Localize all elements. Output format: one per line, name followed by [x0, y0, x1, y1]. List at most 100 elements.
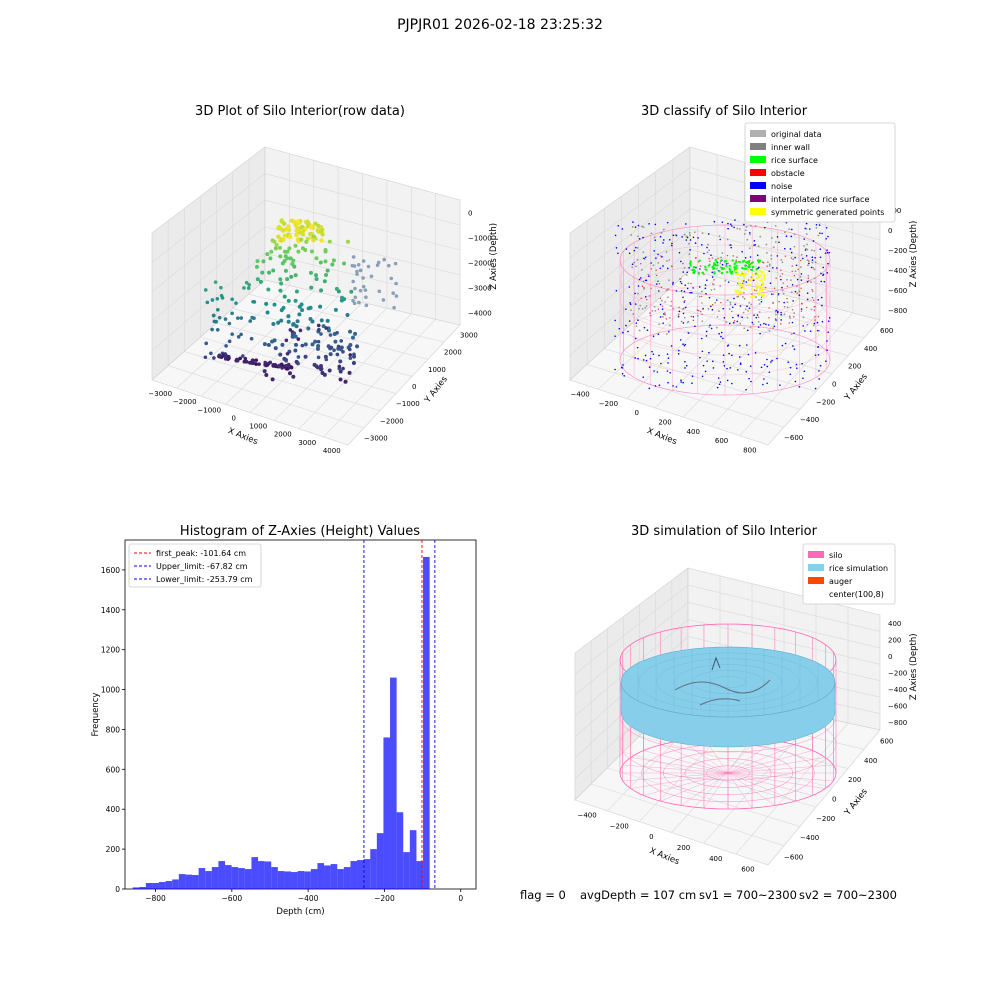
classify-point-original: [689, 234, 692, 237]
classify-point-noise: [766, 382, 768, 385]
sim-grid-x: [735, 607, 849, 855]
raw-point: [324, 272, 329, 277]
classify-point-obstacle: [817, 316, 820, 318]
raw-point: [294, 324, 299, 329]
classify-point-obstacle: [786, 297, 788, 300]
raw-point: [394, 294, 399, 298]
classify-point-noise: [698, 286, 701, 288]
classify-point-original: [687, 242, 690, 245]
classify-point-original: [652, 264, 655, 267]
classify-point-noise: [780, 319, 782, 321]
raw-point: [242, 286, 246, 290]
classify-point-original: [815, 227, 818, 229]
classify-point-noise: [666, 353, 669, 355]
classify-point-original: [668, 316, 671, 319]
raw-point: [339, 339, 344, 343]
classify-point-original: [766, 261, 769, 263]
classify-point-symmetric: [741, 284, 744, 287]
classify-point-original: [792, 258, 795, 261]
classify-point-noise: [644, 354, 647, 357]
histogram-bar: [310, 869, 318, 889]
classify-point-obstacle: [641, 285, 644, 288]
raw-point: [254, 358, 259, 362]
classify-point-noise: [756, 314, 759, 316]
classify-point-rice-surface: [697, 272, 700, 275]
raw-point: [257, 362, 261, 366]
raw-point: [235, 358, 240, 363]
raw-point: [351, 360, 356, 365]
classify-point-noise: [703, 252, 705, 255]
classify-point-noise: [633, 249, 636, 252]
classify-point-noise: [737, 369, 739, 371]
histogram-bar: [211, 867, 219, 889]
classify-point-noise: [706, 279, 708, 281]
classify-point-noise: [821, 320, 824, 323]
classify-point-noise: [675, 290, 678, 292]
classify-point-symmetric: [750, 288, 754, 291]
raw-point: [328, 352, 333, 357]
classify-point-original: [746, 316, 749, 319]
classify-point-noise: [822, 266, 825, 269]
classify-point-obstacle: [698, 309, 700, 312]
classify-point-noise: [669, 371, 671, 374]
classify-point-original: [749, 224, 752, 227]
histogram-bar: [159, 882, 166, 889]
classify-point-original: [666, 260, 668, 262]
raw-point: [204, 341, 209, 346]
classify-point-original: [800, 253, 803, 256]
classify-point-noise: [811, 256, 814, 258]
raw-point: [203, 288, 208, 292]
raw-point: [284, 338, 289, 343]
classify-point-original: [693, 231, 696, 234]
raw-point: [252, 300, 257, 304]
classify-point-obstacle: [772, 302, 774, 305]
classify-point-noise: [726, 367, 728, 370]
sim-silo-floor-spoke: [681, 772, 729, 806]
raw-point: [226, 357, 230, 361]
raw-point: [273, 246, 278, 251]
classify-point-noise: [692, 287, 694, 289]
sim-silo-floor-spoke: [727, 772, 826, 789]
raw-z-tick-label: 0: [468, 210, 472, 218]
classify-y-tick-label: 200: [848, 363, 861, 371]
raw-point: [341, 366, 345, 371]
classify-point-noise: [637, 357, 639, 360]
sim-legend-label: auger: [829, 577, 853, 586]
classify-point-original: [668, 279, 670, 282]
sim-grid-y: [607, 767, 801, 827]
classify-point-original: [710, 289, 713, 291]
raw-point: [241, 354, 245, 358]
raw-y-tick-label: 2000: [444, 349, 462, 357]
classify-point-noise: [708, 296, 711, 299]
classify-z-tick-label: −200: [888, 247, 907, 255]
classify-point-noise: [718, 383, 721, 386]
raw-point: [215, 296, 220, 301]
classify-point-obstacle: [640, 263, 642, 265]
classify-point-obstacle: [720, 301, 722, 304]
classify-point-obstacle: [640, 297, 642, 299]
classify-point-noise: [716, 386, 719, 389]
classify-point-original: [765, 243, 768, 246]
raw-point: [319, 238, 324, 243]
classify-point-original: [807, 264, 809, 267]
classify-point-noise: [745, 370, 748, 373]
classify-point-original: [632, 313, 635, 315]
raw-point: [391, 291, 395, 296]
classify-point-noise: [820, 280, 823, 283]
raw-point: [230, 297, 234, 302]
classify-x-tick-label: −200: [599, 400, 618, 408]
avg-depth-text: avgDepth = 107 cm: [580, 888, 697, 902]
classify-point-noise: [767, 324, 770, 326]
classify-point-noise: [667, 330, 670, 333]
classify-point-noise: [798, 386, 801, 388]
classify-point-noise: [635, 246, 637, 249]
classify-point-noise: [701, 350, 704, 353]
classify-point-obstacle: [660, 255, 662, 257]
classify-point-symmetric: [737, 272, 740, 275]
classify-point-original: [768, 329, 771, 332]
classify-point-noise: [745, 281, 748, 283]
classify-point-noise: [798, 294, 801, 297]
classify-point-original: [749, 326, 752, 329]
histogram-bar: [304, 871, 311, 889]
sim-legend-label: center(100,8): [829, 590, 884, 599]
